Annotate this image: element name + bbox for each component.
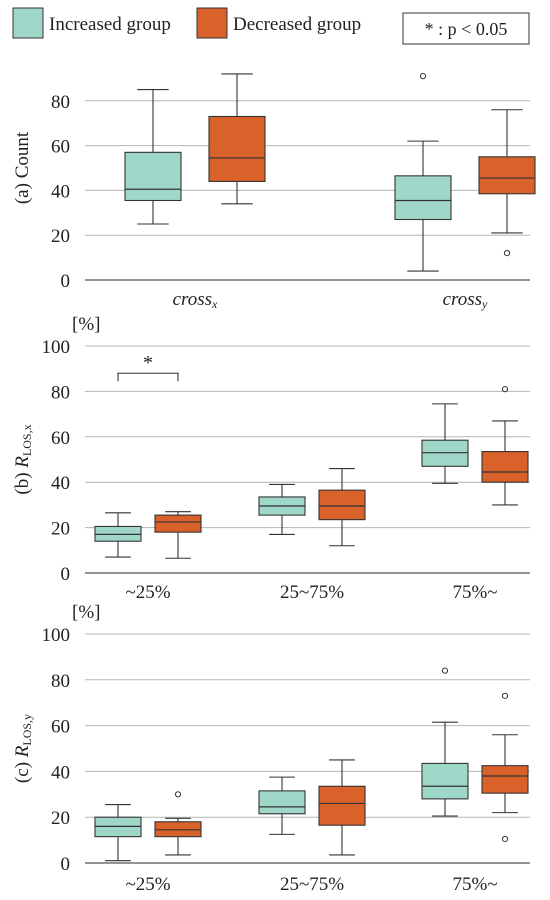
box-increased	[258, 483, 306, 535]
y-tick-label: 20	[51, 808, 70, 829]
panel-0: 0 20 40 60 80 (a) Count crossx crossy	[12, 73, 536, 311]
box-iqr	[318, 785, 366, 826]
box-iqr	[258, 790, 306, 815]
y-tick-label: 80	[51, 382, 70, 403]
panel-1: 0 20 40 60 80 100[%] (b) RLOS,x ~25% 25~75% 75%~ *	[12, 314, 530, 603]
box-decreased	[481, 692, 529, 843]
category-label: crossy	[443, 289, 488, 311]
y-unit-label: [%]	[72, 602, 100, 623]
y-tick-label: 80	[51, 92, 70, 113]
category-label: 25~75%	[280, 874, 344, 895]
legend-swatch-decreased	[196, 7, 228, 39]
y-tick-label: 60	[51, 717, 70, 738]
category-label: crossx	[173, 289, 218, 311]
y-tick-label: 40	[51, 181, 70, 202]
legend-swatch-increased	[12, 7, 44, 39]
panels: 0 20 40 60 80 (a) Count crossx crossy 0 20 40 60 80 1…	[12, 73, 536, 895]
box-decreased	[154, 511, 202, 559]
box-iqr	[481, 765, 529, 794]
significance-note: * : p < 0.05	[425, 19, 508, 39]
legend-label-increased: Increased group	[49, 14, 171, 35]
box-decreased	[318, 759, 366, 856]
category-label: 75%~	[452, 582, 497, 603]
outlier-point	[501, 386, 509, 393]
box-increased	[394, 73, 452, 272]
box-iqr	[154, 514, 202, 533]
outlier-point	[419, 73, 427, 80]
y-tick-label: 0	[61, 564, 71, 585]
category-label: ~25%	[125, 582, 170, 603]
significance-star: *	[143, 352, 153, 374]
box-iqr	[481, 451, 529, 483]
y-tick-label: 40	[51, 762, 70, 783]
category-label: 75%~	[452, 874, 497, 895]
panel-2: 0 20 40 60 80 100[%] (c) RLOS,y ~25% 25~75% 75%~	[12, 602, 530, 895]
y-tick-label: 0	[61, 271, 71, 292]
box-iqr	[478, 156, 536, 195]
y-tick-label: 20	[51, 519, 70, 540]
outlier-point	[501, 835, 509, 843]
y-axis-label: (c) RLOS,y	[12, 714, 34, 783]
significance-note-box	[402, 12, 530, 45]
box-decreased	[154, 791, 202, 856]
category-label: ~25%	[125, 874, 170, 895]
legend-label-decreased: Decreased group	[233, 14, 361, 35]
box-increased	[421, 667, 469, 817]
y-axis-label: (a) Count	[12, 131, 33, 204]
box-increased	[421, 403, 469, 484]
box-iqr	[124, 151, 182, 202]
y-axis-label: (b) RLOS,x	[12, 424, 34, 494]
outlier-point	[174, 791, 182, 798]
box-iqr	[421, 762, 469, 800]
y-unit-label: [%]	[72, 314, 100, 335]
category-label: 25~75%	[280, 582, 344, 603]
box-increased	[124, 89, 182, 225]
y-tick-label: 100	[42, 625, 71, 646]
box-iqr	[394, 175, 452, 221]
y-tick-label: 60	[51, 428, 70, 449]
y-tick-label: 80	[51, 671, 70, 692]
box-iqr	[318, 489, 366, 521]
box-decreased	[478, 109, 536, 257]
box-increased	[258, 776, 306, 835]
significance-bracket	[117, 372, 179, 382]
y-tick-label: 0	[61, 854, 71, 875]
outlier-point	[503, 250, 511, 257]
legend: Increased group Decreased group * : p < …	[12, 7, 530, 45]
box-iqr	[208, 115, 266, 182]
y-tick-label: 40	[51, 473, 70, 494]
outlier-point	[441, 667, 449, 674]
y-tick-label: 100	[42, 337, 71, 358]
box-decreased	[208, 73, 266, 205]
outlier-point	[501, 692, 509, 699]
box-decreased	[481, 386, 529, 506]
box-decreased	[318, 468, 366, 547]
box-increased	[94, 512, 142, 558]
box-increased	[94, 804, 142, 862]
y-tick-label: 20	[51, 226, 70, 247]
y-tick-label: 60	[51, 137, 70, 158]
